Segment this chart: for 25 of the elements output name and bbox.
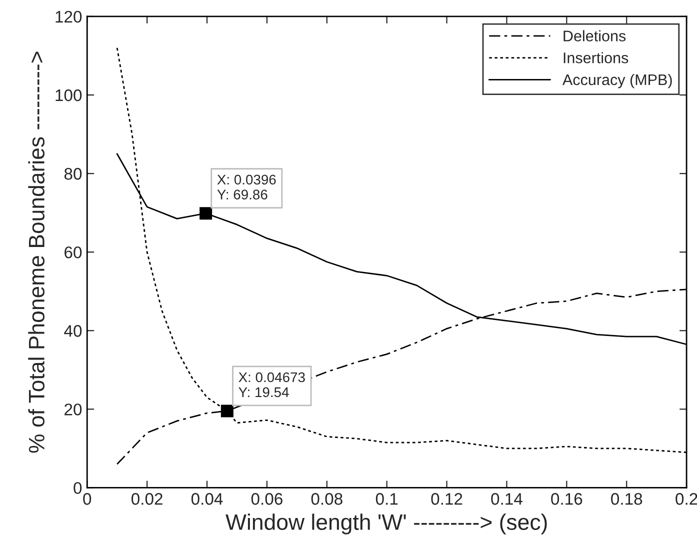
annotation: X: 0.04673 Y: 19.54	[238, 372, 305, 398]
x-tick-label: 0.04	[191, 493, 223, 505]
x-tick-label: 0.2	[676, 493, 697, 505]
x-tick-label: 0.18	[611, 493, 642, 505]
x-tick-label: 0.06	[251, 493, 282, 505]
x-tick-label: 0.08	[311, 493, 342, 505]
legend-label: Insertions	[564, 52, 628, 64]
legend-label: Accuracy (MPB)	[562, 74, 672, 88]
x-axis-title: Window length 'W' ---------> (sec)	[226, 514, 547, 534]
y-tick-label: 20	[64, 404, 82, 416]
y-tick-label: 100	[56, 89, 82, 102]
y-tick-label: 40	[64, 325, 82, 337]
y-tick-label: 60	[64, 246, 82, 258]
y-tick-label: 80	[64, 168, 82, 180]
x-tick-label: 0.12	[431, 493, 462, 505]
x-tick-label: 0.02	[132, 493, 162, 505]
y-axis-title: % of Total Phoneme Boundaries --------->	[28, 52, 45, 453]
x-tick-label: 0.1	[376, 493, 398, 505]
legend-label: Deletions	[564, 30, 626, 42]
y-tick-label: 0	[74, 482, 82, 494]
x-tick-label: 0	[83, 493, 92, 505]
annotation: X: 0.0396 Y: 69.86	[217, 174, 276, 200]
x-tick-label: 0.16	[551, 493, 582, 505]
y-tick-label: 120	[56, 10, 82, 23]
x-tick-label: 0.14	[491, 493, 522, 505]
